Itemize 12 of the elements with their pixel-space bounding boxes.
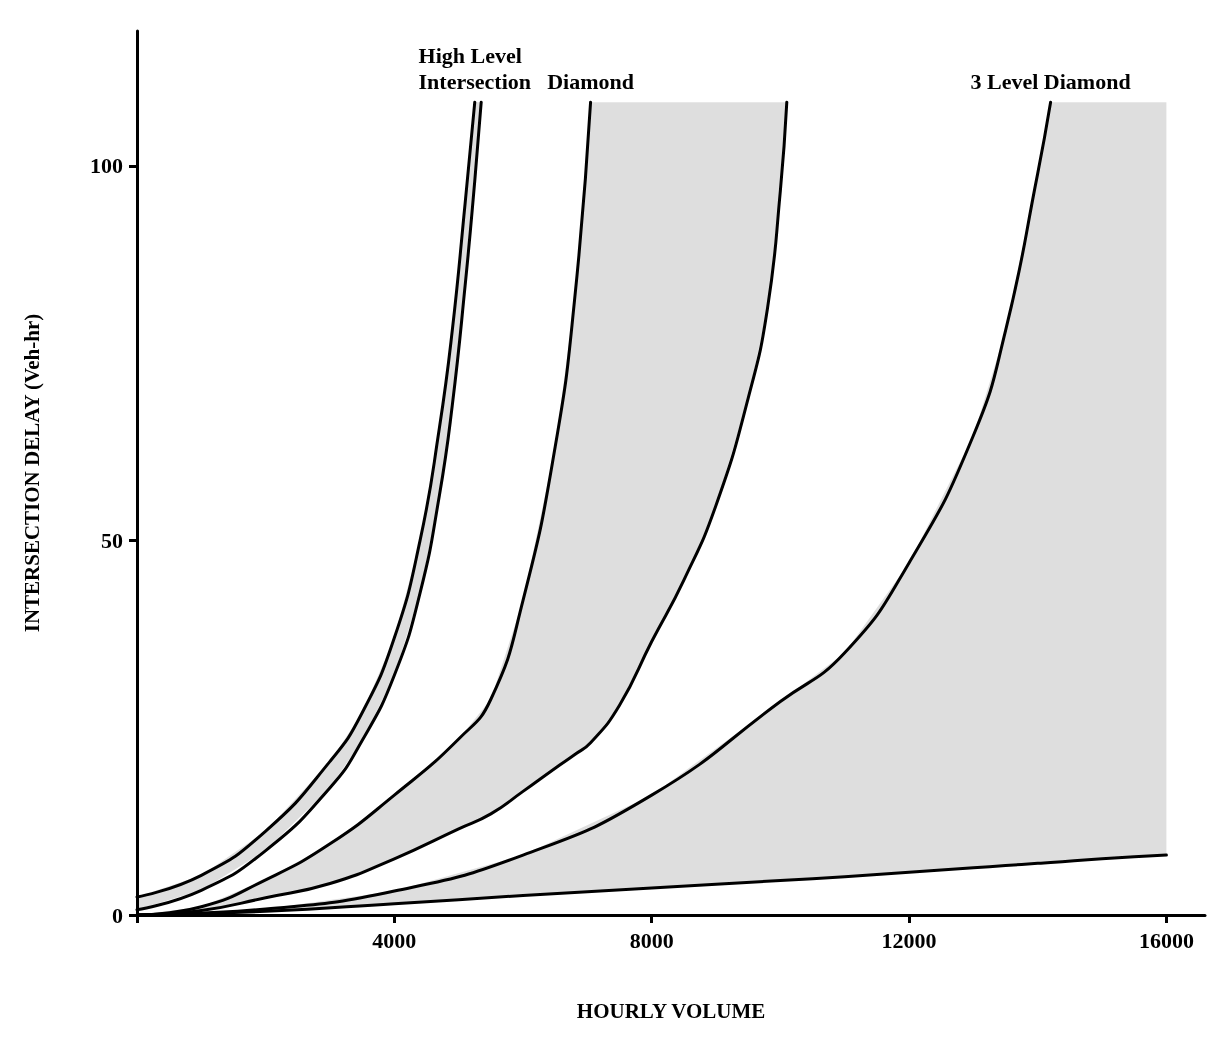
x-tick-label: 8000 [629, 927, 674, 953]
x-tick-label: 12000 [881, 927, 937, 953]
x-tick-label: 4000 [372, 927, 417, 953]
y-axis-title: INTERSECTION DELAY (Veh-hr) [19, 313, 44, 633]
y-tick-label: 0 [112, 902, 123, 928]
y-tick-label: 50 [101, 527, 123, 553]
x-tick-label: 16000 [1138, 927, 1194, 953]
series-label: 3 Level Diamond [970, 68, 1131, 94]
series-label: High Level Intersection [418, 42, 531, 94]
y-tick-label: 100 [90, 153, 123, 179]
series-label: Diamond [547, 68, 634, 94]
x-axis-title: HOURLY VOLUME [576, 998, 766, 1023]
